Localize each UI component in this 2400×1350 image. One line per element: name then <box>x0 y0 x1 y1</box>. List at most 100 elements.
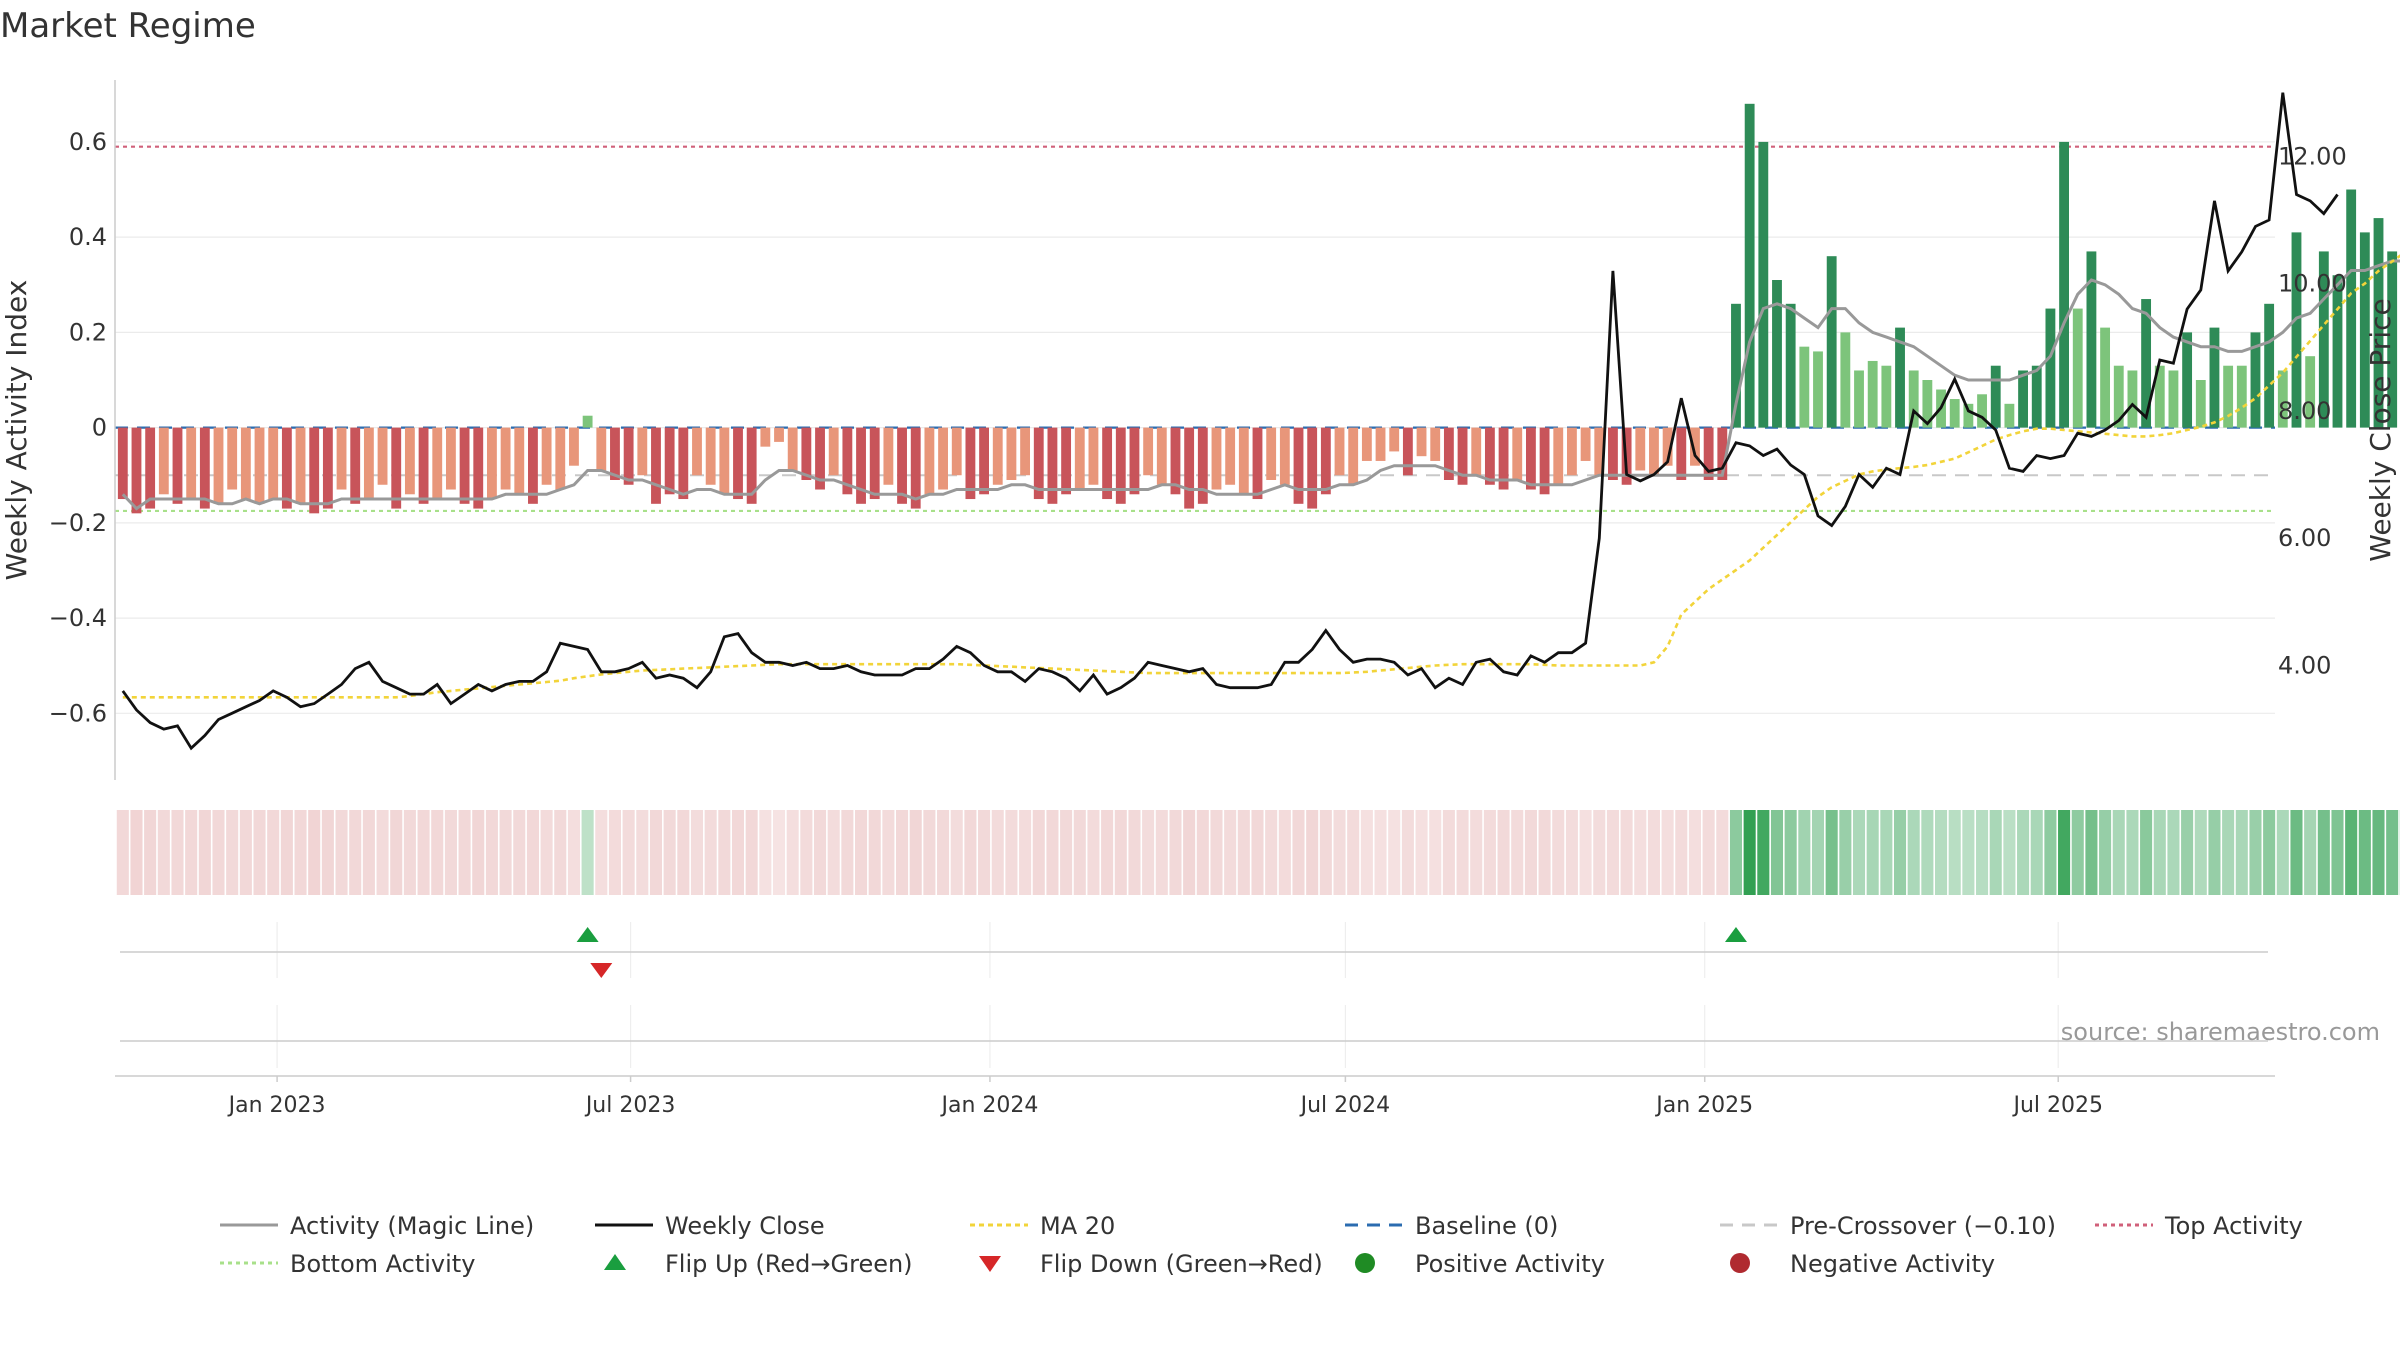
activity-bar-154 <box>2223 365 2234 428</box>
activity-bar-20 <box>391 427 402 509</box>
activity-bar-94 <box>1402 427 1413 476</box>
activity-bar-83 <box>1252 427 1263 500</box>
regime-cell-166 <box>2386 810 2399 895</box>
x-axis: Jan 2023 Jul 2023 Jan 2024 Jul 2024 Jan 2025… <box>115 1075 2275 1118</box>
regime-cell-109 <box>1606 810 1619 895</box>
activity-bar-34 <box>582 415 593 428</box>
activity-bar-23 <box>432 427 443 500</box>
regime-cell-49 <box>786 810 799 895</box>
x-tick-label: Jan 2023 <box>227 1093 326 1118</box>
y-right-tick-label: 12.00 <box>2278 142 2347 170</box>
y-left-tick-label: −0.2 <box>49 509 107 537</box>
activity-bar-140 <box>2031 365 2042 428</box>
activity-bar-155 <box>2236 365 2247 428</box>
activity-bar-89 <box>1334 427 1345 476</box>
y-left-tick-label: −0.6 <box>49 699 107 727</box>
regime-cell-68 <box>1046 810 1059 895</box>
activity-bar-35 <box>596 427 607 471</box>
activity-bar-74 <box>1129 427 1140 495</box>
weekly-close-line <box>121 92 2339 751</box>
regime-cell-130 <box>1893 810 1907 895</box>
y-left-tick-label: −0.4 <box>49 604 107 632</box>
activity-bar-8 <box>227 427 238 490</box>
regime-cell-162 <box>2331 810 2344 895</box>
regime-cell-94 <box>1401 810 1414 895</box>
activity-bar-130 <box>1895 327 1905 428</box>
regime-cell-105 <box>1552 810 1565 895</box>
regime-cell-123 <box>1798 810 1811 895</box>
activity-bar-125 <box>1826 256 1837 428</box>
regime-cell-46 <box>745 810 758 895</box>
legend-label: Flip Up (Red→Green) <box>665 1250 913 1278</box>
activity-bar-41 <box>678 427 689 500</box>
activity-bar-71 <box>1088 427 1099 485</box>
activity-bar-50 <box>801 427 812 480</box>
regime-cell-51 <box>813 810 827 895</box>
regime-cell-127 <box>1852 810 1866 895</box>
activity-bar-3 <box>158 427 169 495</box>
y-right-axis-label: Weekly Close Price <box>2364 298 2397 561</box>
regime-cell-115 <box>1688 810 1701 895</box>
regime-cell-89 <box>1333 810 1346 895</box>
regime-cell-97 <box>1442 810 1455 895</box>
regime-cell-47 <box>759 810 772 895</box>
activity-bar-44 <box>719 427 730 495</box>
flip-up-marker <box>576 927 599 942</box>
activity-bar-80 <box>1211 427 1222 490</box>
regime-cell-0 <box>116 810 129 895</box>
legend-flip-down-icon <box>979 1256 1001 1272</box>
regime-cell-135 <box>1962 810 1975 895</box>
regime-cell-64 <box>991 810 1004 895</box>
activity-bar-48 <box>774 427 784 442</box>
regime-cell-17 <box>349 810 362 895</box>
activity-bar-69 <box>1061 427 1072 495</box>
regime-cell-155 <box>2235 810 2248 895</box>
regime-cell-2 <box>144 810 157 895</box>
activity-bar-33 <box>569 427 579 466</box>
activity-bar-156 <box>2250 332 2261 428</box>
activity-bar-150 <box>2168 370 2179 428</box>
activity-bar-103 <box>1525 427 1536 490</box>
regime-cell-32 <box>554 810 567 895</box>
legend-dot-icon-10 <box>1730 1253 1750 1273</box>
activity-bar-145 <box>2100 327 2111 428</box>
activity-bar-108 <box>1594 427 1605 476</box>
regime-cell-149 <box>2153 810 2166 895</box>
activity-bar-136 <box>1977 394 1987 428</box>
regime-cell-108 <box>1593 810 1606 895</box>
activity-bar-58 <box>910 427 921 509</box>
regime-cell-159 <box>2290 810 2303 895</box>
regime-cell-156 <box>2249 810 2262 895</box>
regime-cell-62 <box>964 810 977 895</box>
y-left-tick-label: 0 <box>92 414 107 442</box>
regime-cell-99 <box>1470 810 1483 895</box>
regime-cell-142 <box>2058 810 2071 895</box>
y-right-tick-label: 6.00 <box>2278 524 2331 552</box>
regime-cell-35 <box>595 810 608 895</box>
regime-cell-106 <box>1565 810 1578 895</box>
regime-cell-152 <box>2194 810 2207 895</box>
regime-cell-56 <box>882 810 895 895</box>
activity-bar-147 <box>2127 370 2138 428</box>
activity-bar-129 <box>1881 365 1892 428</box>
activity-bar-52 <box>828 427 839 476</box>
legend-label: Bottom Activity <box>290 1250 475 1278</box>
regime-cell-65 <box>1005 810 1018 895</box>
regime-cell-85 <box>1278 810 1291 895</box>
regime-cell-163 <box>2345 810 2358 895</box>
activity-bar-87 <box>1307 427 1318 509</box>
activity-bar-45 <box>733 427 743 500</box>
activity-bar-59 <box>924 427 935 495</box>
activity-bar-10 <box>254 427 265 504</box>
activity-bar-101 <box>1498 427 1509 490</box>
regime-cell-6 <box>198 810 211 895</box>
legend-label: Positive Activity <box>1415 1250 1605 1278</box>
regime-cell-33 <box>567 810 580 895</box>
series-lines <box>121 92 2400 751</box>
activity-bar-42 <box>692 427 702 476</box>
regime-cell-66 <box>1019 810 1032 895</box>
regime-cell-117 <box>1716 810 1729 895</box>
activity-bar-78 <box>1184 427 1195 509</box>
regime-cell-118 <box>1729 810 1743 895</box>
activity-bar-114 <box>1676 427 1687 480</box>
